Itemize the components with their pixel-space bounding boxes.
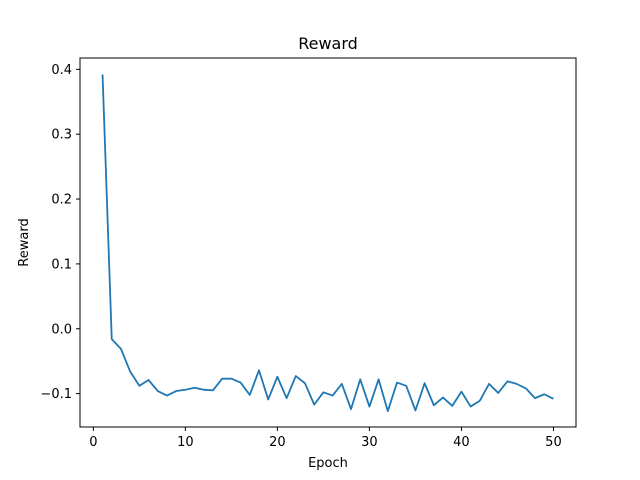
x-tick-label: 40	[453, 435, 470, 450]
ticks-layer: 0 10 20 30 40 50 −0.1 0.0 0.1 0.2 0.3 0.4	[40, 63, 561, 450]
x-tick-label: 30	[361, 435, 378, 450]
y-axis-label: Reward	[17, 218, 32, 266]
y-tick-label: 0.4	[51, 63, 72, 78]
series-layer	[101, 74, 554, 413]
y-tick-label: −0.1	[40, 387, 72, 402]
y-tick-label: 0.1	[51, 257, 72, 272]
y-tick-label: 0.2	[51, 193, 72, 208]
x-axis-label: Epoch	[308, 456, 348, 471]
x-tick-label: 10	[177, 435, 194, 450]
y-tick-label: 0.0	[51, 322, 72, 337]
series-line	[101, 74, 554, 413]
chart-title: Reward	[298, 34, 358, 53]
plot-area-frame	[79, 57, 577, 428]
x-tick-label: 0	[89, 435, 97, 450]
y-tick-label: 0.3	[51, 128, 72, 143]
x-tick-label: 20	[269, 435, 286, 450]
x-tick-label: 50	[545, 435, 562, 450]
